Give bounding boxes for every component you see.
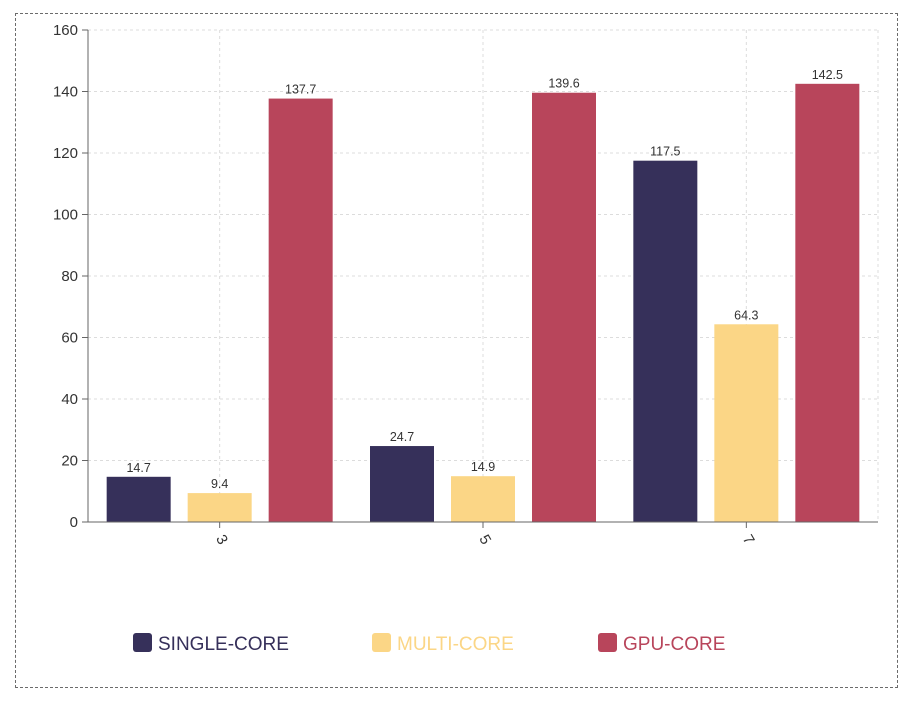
legend-swatch (133, 633, 152, 652)
legend-swatch (598, 633, 617, 652)
data-label: 139.6 (548, 77, 579, 91)
y-tick-label: 0 (70, 514, 78, 531)
bar[interactable] (106, 476, 171, 522)
data-label: 9.4 (211, 477, 228, 491)
x-tick-label: 5 (475, 532, 494, 548)
bar[interactable] (714, 324, 779, 522)
legend[interactable]: SINGLE-CORE MULTI-CORE GPU-CORE (133, 633, 725, 655)
x-tick-label: 7 (739, 532, 758, 548)
legend-item[interactable]: GPU-CORE (598, 633, 725, 655)
bar[interactable] (451, 476, 515, 522)
data-label: 24.7 (390, 430, 414, 444)
data-labels: 14.7 9.4 137.7 24.7 14.9 139.6 117.5 64.3 142.5 (126, 68, 843, 491)
data-label: 137.7 (285, 83, 316, 97)
legend-swatch (372, 633, 391, 652)
x-tick-label: 3 (212, 532, 231, 548)
y-tick-label: 80 (61, 268, 78, 285)
bar[interactable] (795, 83, 860, 522)
data-label: 14.7 (126, 461, 150, 475)
data-label: 142.5 (812, 68, 843, 82)
legend-label: SINGLE-CORE (158, 634, 289, 655)
y-tick-label: 160 (53, 22, 78, 39)
x-axis: 3 5 7 (88, 521, 878, 548)
y-tick-label: 40 (61, 391, 78, 408)
bars (106, 83, 860, 522)
legend-label: MULTI-CORE (397, 634, 514, 655)
bar[interactable] (633, 160, 698, 522)
y-tick-label: 140 (53, 84, 78, 101)
legend-item[interactable]: SINGLE-CORE (133, 633, 289, 655)
data-label: 14.9 (471, 460, 495, 474)
legend-label: GPU-CORE (623, 634, 725, 655)
bar[interactable] (187, 493, 252, 522)
bar[interactable] (370, 446, 434, 522)
y-tick-label: 60 (61, 330, 78, 347)
y-tick-label: 120 (53, 145, 78, 162)
y-axis: 0 20 40 60 80 100 120 140 160 (53, 22, 89, 531)
chart-frame (15, 13, 898, 688)
data-label: 64.3 (734, 308, 758, 322)
bar[interactable] (532, 92, 596, 522)
y-tick-label: 20 (61, 453, 78, 470)
data-label: 117.5 (650, 145, 680, 159)
y-tick-label: 100 (53, 207, 78, 224)
bar[interactable] (268, 98, 333, 522)
legend-item[interactable]: MULTI-CORE (372, 633, 514, 655)
